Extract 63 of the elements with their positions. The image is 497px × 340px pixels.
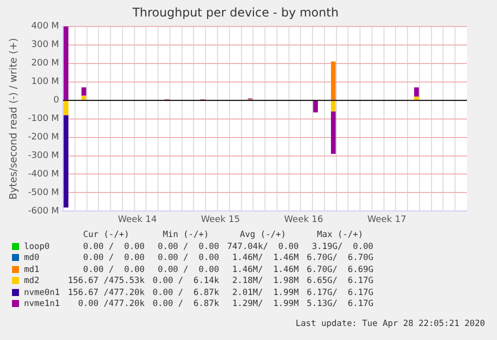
- y-tick-label: -100 M: [28, 114, 60, 124]
- text: 6.70G/ 6.70G: [306, 253, 374, 264]
- text: 6.70G/ 6.69G: [306, 264, 374, 276]
- y-tick-label: 200 M: [31, 58, 60, 69]
- legend-label: loop0: [23, 242, 51, 253]
- text: 0.00 / 6.87k: [152, 288, 220, 299]
- y-tick-label: -500 M: [28, 188, 60, 198]
- legend-label: md2: [23, 276, 40, 288]
- text: Max (-/+): [316, 230, 364, 242]
- bar: [313, 100, 318, 112]
- y-tick-label: 300 M: [31, 40, 60, 50]
- text: 0.00 / 0.00: [82, 264, 146, 276]
- text: 3.19G/ 0.00: [310, 242, 374, 253]
- y-tick-label: -400 M: [28, 170, 60, 180]
- text: 1.46M/ 1.46M: [231, 264, 300, 276]
- text: 0.00 /477.20k: [77, 299, 146, 310]
- y-tick-label: -200 M: [28, 132, 60, 143]
- y-tick-label: -300 M: [28, 151, 60, 162]
- text: 0.00 / 6.87k: [152, 299, 220, 310]
- bar: [414, 96, 419, 100]
- text: 0.00 / 6.14k: [152, 276, 220, 288]
- text: 2.18M/ 1.98M: [231, 276, 300, 288]
- bar: [64, 26, 68, 100]
- text: 0.00 / 0.00: [82, 242, 146, 253]
- chart-title: Throughput per device - by month: [131, 5, 339, 20]
- legend-label: md1: [23, 264, 40, 276]
- text: 0.00 / 0.00: [82, 253, 146, 264]
- bar: [330, 62, 336, 100]
- text: 0.00 / 0.00: [156, 264, 220, 276]
- legend-label: nvme1n1: [23, 299, 61, 310]
- x-tick-label: Week 15: [200, 214, 240, 225]
- text: 5.13G/ 6.17G: [306, 299, 374, 310]
- text: Avg (-/+): [238, 230, 287, 242]
- y-tick-label: 400 M: [31, 22, 60, 32]
- text: 6.65G/ 6.17G: [306, 276, 374, 288]
- bar: [81, 96, 86, 100]
- x-tick-label: Week 17: [367, 214, 406, 225]
- legend-label: nvme0n1: [23, 288, 61, 299]
- y-tick-label: -600 M: [28, 206, 60, 217]
- text: 2.01M/ 1.99M: [231, 288, 300, 299]
- bar: [330, 100, 336, 112]
- text: 1.46M/ 1.46M: [231, 253, 300, 264]
- bar: [64, 115, 68, 208]
- text: 156.67 /477.20k: [66, 288, 146, 299]
- text: Last update: Tue Apr 28 22:05:21 2020: [296, 319, 485, 329]
- bar: [414, 87, 419, 97]
- text: 0.00 / 0.00: [156, 253, 220, 264]
- legend-label: md0: [23, 253, 40, 264]
- bar: [64, 100, 68, 116]
- text: 0.00 / 0.00: [156, 242, 220, 253]
- bar: [330, 111, 336, 154]
- text: Cur (-/+): [82, 230, 130, 242]
- text: 6.17G/ 6.17G: [306, 288, 374, 299]
- x-tick-label: Week 16: [284, 214, 324, 225]
- text: 1.29M/ 1.99M: [231, 299, 300, 310]
- text: Min (-/+): [162, 230, 210, 242]
- y-axis-title: Bytes/second read (-) / write (+): [8, 38, 20, 200]
- text: 156.67 /475.53k: [66, 276, 146, 288]
- x-tick-label: Week 14: [118, 214, 158, 225]
- text: 747.04k/ 0.00: [226, 242, 300, 253]
- y-tick-label: 0: [53, 96, 60, 106]
- y-tick-label: 100 M: [31, 77, 60, 88]
- bar: [81, 87, 86, 96]
